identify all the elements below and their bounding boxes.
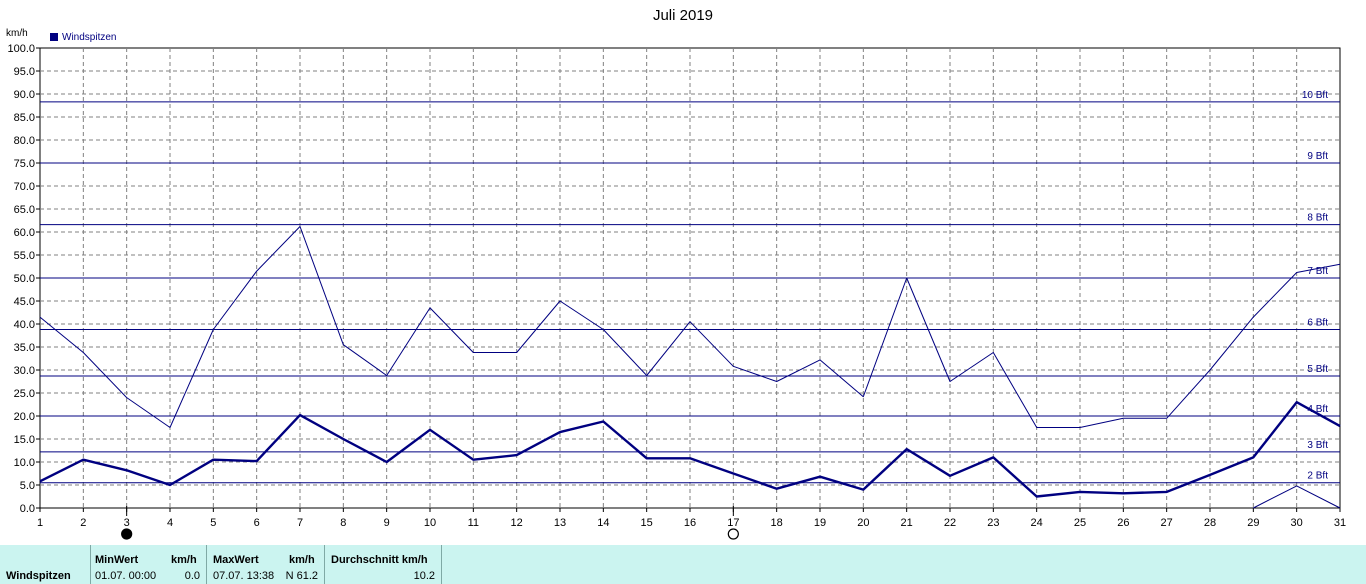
bft-label: 3 Bft — [1307, 440, 1328, 451]
bft-label: 4 Bft — [1307, 404, 1328, 415]
x-tick-label: 26 — [1117, 517, 1129, 529]
y-tick-label: 100.0 — [7, 43, 35, 55]
x-tick-label: 10 — [424, 517, 436, 529]
x-tick-label: 28 — [1204, 517, 1216, 529]
y-tick-label: 60.0 — [14, 227, 35, 239]
y-tick-label: 40.0 — [14, 319, 35, 331]
series-line-0 — [39, 226, 1341, 428]
avg-header: Durchschnitt km/h — [331, 554, 428, 566]
y-tick-label: 30.0 — [14, 365, 35, 377]
x-tick-label: 14 — [597, 517, 609, 529]
x-tick-label: 4 — [167, 517, 173, 529]
y-tick-label: 85.0 — [14, 112, 35, 124]
wind-chart: 0.0 5.0 10.0 15.0 20.0 25.0 30.0 35.0 40.0 45.0 50… — [6, 28, 1346, 540]
legend-swatch — [50, 33, 58, 41]
y-tick-label: 55.0 — [14, 250, 35, 262]
x-tick-label: 15 — [641, 517, 653, 529]
max-value: N 61.2 — [285, 570, 318, 582]
y-tick-label: 20.0 — [14, 411, 35, 423]
new-moon-icon — [121, 528, 133, 540]
series-line-2 — [1253, 485, 1341, 509]
x-tick-label: 5 — [210, 517, 216, 529]
x-tick-label: 17 — [727, 517, 739, 529]
min-header: MinWert — [95, 554, 139, 566]
y-tick-label: 90.0 — [14, 89, 35, 101]
y-tick-label: 5.0 — [20, 480, 35, 492]
min-time: 01.07. 00:00 — [95, 570, 157, 582]
x-tick-label: 13 — [554, 517, 566, 529]
legend-label: Windspitzen — [62, 32, 117, 43]
bft-label: 9 Bft — [1307, 151, 1328, 162]
y-tick-label: 80.0 — [14, 135, 35, 147]
y-tick-label: 15.0 — [14, 434, 35, 446]
y-tick-label: 65.0 — [14, 204, 35, 216]
bft-label: 5 Bft — [1307, 364, 1328, 375]
y-axis-label: km/h — [6, 28, 28, 39]
chart-title: Juli 2019 — [652, 7, 714, 24]
x-tick-label: 29 — [1247, 517, 1259, 529]
x-tick-label: 16 — [684, 517, 696, 529]
y-tick-label: 45.0 — [14, 296, 35, 308]
bft-label: 10 Bft — [1302, 90, 1328, 101]
max-header: MaxWert — [213, 554, 259, 566]
x-tick-label: 8 — [340, 517, 346, 529]
min-unit: km/h — [171, 554, 197, 566]
y-tick-label: 25.0 — [14, 388, 35, 400]
x-tick-label: 21 — [901, 517, 913, 529]
x-tick-label: 24 — [1031, 517, 1043, 529]
bft-label: 6 Bft — [1307, 318, 1328, 329]
x-tick-label: 19 — [814, 517, 826, 529]
y-tick-label: 50.0 — [14, 273, 35, 285]
x-tick-label: 27 — [1161, 517, 1173, 529]
x-tick-label: 1 — [37, 517, 43, 529]
x-tick-label: 22 — [944, 517, 956, 529]
y-tick-label: 35.0 — [14, 342, 35, 354]
x-tick-label: 23 — [987, 517, 999, 529]
x-tick-label: 20 — [857, 517, 869, 529]
footer-row-label: Windspitzen — [6, 570, 71, 582]
bft-label: 8 Bft — [1307, 213, 1328, 224]
x-tick-label: 12 — [511, 517, 523, 529]
x-tick-label: 25 — [1074, 517, 1086, 529]
min-value: 0.0 — [184, 570, 200, 582]
x-tick-label: 7 — [297, 517, 303, 529]
avg-value: 10.2 — [413, 570, 435, 582]
max-unit: km/h — [289, 554, 315, 566]
y-tick-label: 10.0 — [14, 457, 35, 469]
y-tick-label: 70.0 — [14, 181, 35, 193]
full-moon-icon — [727, 528, 739, 540]
x-tick-label: 6 — [254, 517, 260, 529]
min-cell: MinWert km/h 01.07. 00:00 0.0 — [90, 545, 206, 584]
bft-label: 7 Bft — [1307, 266, 1328, 277]
y-tick-label: 75.0 — [14, 158, 35, 170]
max-time: 07.07. 13:38 — [213, 570, 275, 582]
x-tick-label: 9 — [384, 517, 390, 529]
y-tick-label: 95.0 — [14, 66, 35, 78]
x-tick-label: 31 — [1334, 517, 1346, 529]
y-tick-label: 0.0 — [20, 503, 35, 515]
bft-label: 2 Bft — [1307, 471, 1328, 482]
x-tick-label: 3 — [124, 517, 130, 529]
x-tick-label: 18 — [771, 517, 783, 529]
x-tick-label: 30 — [1291, 517, 1303, 529]
x-tick-label: 2 — [80, 517, 86, 529]
x-tick-label: 11 — [468, 517, 479, 529]
avg-cell: Durchschnitt km/h 10.2 — [324, 545, 442, 584]
legend: Windspitzen — [50, 32, 116, 43]
series-line-1 — [39, 401, 1341, 498]
stats-footer: Windspitzen MinWert km/h 01.07. 00:00 0.… — [0, 545, 1366, 584]
max-cell: MaxWert km/h 07.07. 13:38 N 61.2 — [206, 545, 324, 584]
